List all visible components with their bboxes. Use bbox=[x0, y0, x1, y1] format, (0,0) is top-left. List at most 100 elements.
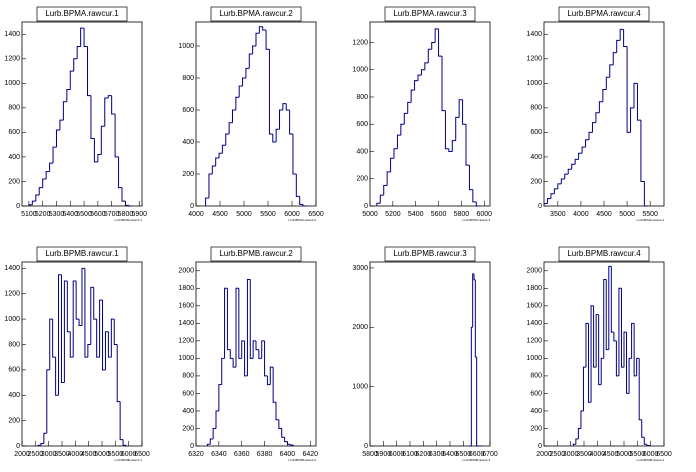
histogram-bin bbox=[643, 437, 647, 445]
x-tick-label: 2000 bbox=[536, 451, 552, 458]
histogram-bin bbox=[448, 148, 453, 152]
x-tick-label: 5100 bbox=[21, 211, 37, 218]
histogram-bin bbox=[646, 444, 650, 447]
histogram-bin bbox=[580, 410, 584, 429]
title-box bbox=[210, 246, 302, 262]
histogram-bin bbox=[111, 95, 116, 115]
histogram-bin bbox=[59, 119, 64, 130]
y-tick-label: 400 bbox=[530, 408, 542, 415]
histogram-bin bbox=[619, 28, 624, 41]
histogram-bin bbox=[400, 123, 405, 136]
histogram-bin bbox=[118, 156, 122, 189]
histogram-bin bbox=[390, 157, 394, 172]
histogram-bin bbox=[84, 268, 88, 358]
y-tick-label: 0 bbox=[364, 203, 368, 210]
chart-title: Lurb.BPMA.rawcur.3 bbox=[393, 9, 467, 18]
histogram-bin bbox=[289, 110, 293, 135]
x-tick-label: 6200 bbox=[416, 451, 432, 458]
histogram-bin bbox=[121, 187, 126, 202]
histogram-bin bbox=[49, 162, 54, 172]
histogram-bin bbox=[235, 96, 240, 110]
x-tick-label: 5000 bbox=[616, 451, 632, 458]
chart-title: Lurb.BPMB.rawcur.2 bbox=[219, 249, 293, 258]
y-tick-label: 200 bbox=[8, 178, 20, 185]
y-tick-label: 0 bbox=[364, 443, 368, 450]
histogram-bin bbox=[252, 340, 256, 359]
histogram-bin bbox=[438, 28, 442, 57]
histogram-bin bbox=[225, 133, 230, 146]
histogram-bin bbox=[605, 279, 609, 351]
histogram-bin bbox=[474, 279, 477, 358]
histogram-bin bbox=[206, 443, 211, 446]
x-tick-label: 4500 bbox=[212, 211, 228, 218]
x-tick-label: 5500 bbox=[630, 451, 646, 458]
x-tick-label: 4000 bbox=[188, 211, 204, 218]
y-tick-label: 1200 bbox=[178, 338, 194, 345]
x-tick-label: 2000 bbox=[14, 451, 30, 458]
y-tick-label: 400 bbox=[530, 154, 542, 161]
histogram-bin bbox=[235, 287, 239, 368]
frame bbox=[543, 21, 665, 207]
histogram-bin bbox=[231, 109, 236, 123]
x-axis-title: Lurb.BPMA.rawcur.4 bbox=[636, 218, 664, 222]
x-tick-label: 4000 bbox=[68, 451, 84, 458]
histogram-bin bbox=[546, 198, 551, 204]
x-axis-title: Lurb.BPMA.rawcur.2 bbox=[288, 218, 316, 222]
x-tick-label: 4500 bbox=[596, 211, 612, 218]
x-tick-label: 6000 bbox=[643, 451, 659, 458]
histogram-bin bbox=[605, 76, 610, 90]
y-tick-label: 1200 bbox=[526, 56, 542, 63]
x-tick-label: 5500 bbox=[642, 211, 658, 218]
histogram-bin bbox=[211, 165, 216, 174]
histogram-bin bbox=[572, 443, 576, 446]
histogram-bin bbox=[73, 58, 78, 72]
histogram-bin bbox=[104, 97, 109, 127]
histogram-bin bbox=[393, 148, 398, 159]
histogram-bin bbox=[60, 274, 65, 384]
x-tick-label: 5900 bbox=[376, 451, 392, 458]
histogram-bin bbox=[122, 439, 127, 446]
title-box bbox=[384, 6, 476, 22]
histogram-bin bbox=[636, 83, 641, 121]
histogram-bin bbox=[221, 144, 226, 154]
y-tick-label: 1000 bbox=[178, 355, 194, 362]
histogram-bin bbox=[281, 428, 285, 438]
y-tick-label: 200 bbox=[530, 178, 542, 185]
histogram-bin bbox=[577, 427, 581, 439]
y-tick-label: 800 bbox=[530, 373, 542, 380]
histogram-bin bbox=[52, 319, 56, 358]
title-box bbox=[36, 246, 128, 262]
histogram-bin bbox=[595, 314, 599, 368]
histogram-bin bbox=[638, 358, 642, 421]
histogram-bin bbox=[242, 77, 246, 86]
histogram-bin bbox=[63, 280, 68, 383]
histogram-bin bbox=[636, 357, 640, 376]
histogram-bin bbox=[470, 326, 473, 446]
histogram-bin bbox=[472, 273, 474, 328]
x-axis-title: Lurb.BPMB.rawcur.2 bbox=[288, 458, 316, 462]
histogram-bin bbox=[581, 146, 586, 154]
title-box bbox=[210, 6, 302, 22]
histogram-bin bbox=[473, 273, 476, 281]
histogram-bin bbox=[72, 280, 77, 358]
histogram-bin bbox=[87, 46, 91, 97]
y-tick-label: 1200 bbox=[352, 39, 368, 46]
x-tick-label: 4000 bbox=[590, 451, 606, 458]
histogram-bin bbox=[78, 319, 82, 326]
y-tick-label: 1000 bbox=[526, 355, 542, 362]
histogram-bin bbox=[403, 112, 408, 125]
histogram-bin bbox=[414, 80, 418, 91]
y-tick-label: 800 bbox=[182, 75, 194, 82]
histogram-bin bbox=[83, 28, 88, 48]
histogram-bin bbox=[292, 134, 297, 175]
y-tick-label: 200 bbox=[530, 425, 542, 432]
histogram-bin bbox=[590, 305, 594, 403]
histogram-bin bbox=[212, 427, 216, 439]
histogram-bin bbox=[571, 163, 576, 170]
histogram-bin bbox=[598, 314, 602, 386]
histogram-bin bbox=[224, 287, 228, 359]
histogram-bin bbox=[80, 27, 85, 47]
x-tick-label: 6000 bbox=[476, 211, 492, 218]
histogram-bin bbox=[31, 200, 36, 205]
y-tick-label: 400 bbox=[182, 408, 194, 415]
